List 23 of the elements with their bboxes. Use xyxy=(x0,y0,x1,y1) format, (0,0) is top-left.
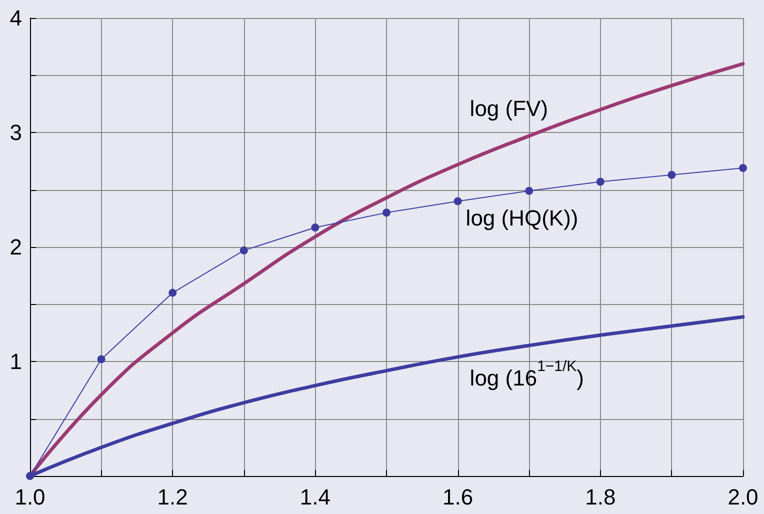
x-tick-label: 1.2 xyxy=(157,484,188,510)
x-tick-label: 1.8 xyxy=(585,484,616,510)
point xyxy=(454,197,462,206)
point xyxy=(739,164,747,172)
point xyxy=(668,170,676,179)
y-tick-label: 3 xyxy=(10,120,22,145)
x-tick-label: 1.6 xyxy=(442,484,474,510)
y-tick-label: 4 xyxy=(10,6,22,30)
x-tick-label: 1.0 xyxy=(14,484,46,510)
point xyxy=(311,224,320,232)
y-tick-label: 2 xyxy=(10,234,22,260)
point xyxy=(168,288,177,297)
point xyxy=(26,472,34,480)
y-tick-label: 1 xyxy=(10,349,22,374)
point xyxy=(596,178,604,186)
series-label: log (FV) xyxy=(470,96,548,122)
series-label: log (HQ(K)) xyxy=(466,206,578,231)
point xyxy=(97,355,106,364)
point xyxy=(525,186,534,195)
x-tick-label: 2.0 xyxy=(728,484,758,510)
x-tick-label: 1.4 xyxy=(300,484,330,510)
point xyxy=(240,246,248,254)
point xyxy=(382,208,390,217)
